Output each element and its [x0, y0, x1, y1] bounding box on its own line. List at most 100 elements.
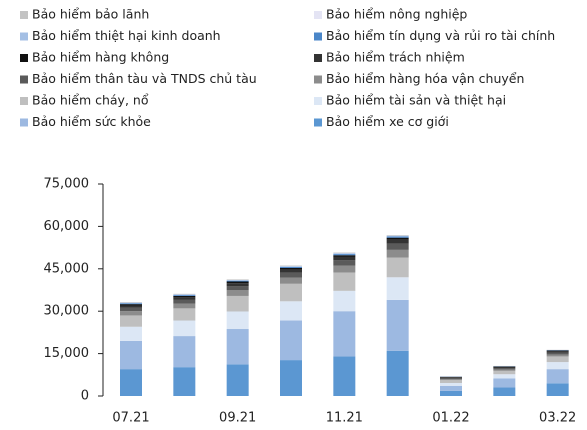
legend-label: Bảo hiểm bảo lãnh [32, 7, 149, 22]
legend-swatch [20, 11, 28, 19]
bar-segment [493, 369, 516, 371]
legend-label: Bảo hiểm nông nghiệp [326, 7, 467, 22]
bar-segment [280, 320, 302, 361]
x-tick-label: 03.22 [539, 411, 576, 426]
bar-segment [173, 297, 196, 300]
bar-segment [493, 370, 516, 375]
legend-label: Bảo hiểm tín dụng và rủi ro tài chính [326, 28, 555, 43]
x-tick-label: 11.21 [326, 411, 363, 426]
legend-label: Bảo hiểm thiệt hại kinh doanh [32, 28, 221, 43]
bar-segment [120, 369, 142, 396]
bar-segment [546, 383, 569, 396]
bar-segment [333, 252, 356, 254]
bar-segment [226, 281, 249, 284]
bar-segment [386, 350, 409, 396]
legend-swatch [20, 97, 28, 105]
bar-segment [120, 302, 142, 304]
bar-segment [226, 311, 249, 330]
bar-segment [440, 390, 462, 396]
y-tick-label: 30,000 [44, 304, 90, 319]
bar-segment [173, 367, 196, 396]
bar-segment [120, 315, 142, 327]
bar-segment [120, 311, 142, 316]
bar-segment [546, 362, 569, 370]
bar-segment [546, 369, 569, 384]
bar-segment [333, 254, 356, 256]
legend-label: Bảo hiểm hàng hóa vận chuyển [326, 71, 524, 86]
bar-segment [386, 236, 409, 238]
bar-segment [386, 249, 409, 258]
bar-segment [333, 253, 356, 255]
bar-segment [226, 280, 249, 281]
legend-swatch [314, 11, 322, 19]
bar-segment [226, 329, 249, 365]
legend-label: Bảo hiểm hàng không [32, 50, 169, 65]
bar-segment [226, 280, 249, 282]
bar-segment [226, 286, 249, 291]
bar-segment [226, 283, 249, 287]
bar-segment [280, 277, 302, 284]
bar-segment [120, 305, 142, 308]
bar-segment [493, 368, 516, 370]
legend-swatch [314, 97, 322, 105]
bar-segment [120, 304, 142, 306]
bar-segment [120, 303, 142, 305]
legend-label: Bảo hiểm thân tàu và TNDS chủ tàu [32, 71, 257, 86]
bar-segment [386, 235, 409, 237]
bar-segment [440, 382, 462, 386]
bar-segment [493, 366, 516, 369]
bar-segment [440, 385, 462, 391]
legend-swatch [314, 75, 322, 84]
x-tick-label: 09.21 [219, 411, 256, 426]
bar-segment [546, 350, 569, 352]
bar-segment [546, 356, 569, 363]
legend-swatch [20, 75, 28, 84]
bar-segment [280, 283, 302, 302]
bar-segment [280, 266, 302, 268]
bar-segment [173, 295, 196, 296]
bar-segment [386, 243, 409, 250]
y-tick-label: 75,000 [44, 177, 90, 192]
legend-label: Bảo hiểm tài sản và thiệt hại [326, 93, 506, 108]
x-tick-label: 01.22 [432, 411, 469, 426]
bar-segment [333, 272, 356, 291]
bar-segment [173, 303, 196, 309]
bar-segment [280, 301, 302, 321]
bar-segment [493, 378, 516, 388]
bar-segment [333, 311, 356, 357]
y-tick-label: 45,000 [44, 261, 90, 276]
bar-segment [333, 290, 356, 312]
legend-label: Bảo hiểm trách nhiệm [326, 50, 465, 65]
bar-segment [173, 294, 196, 296]
bar-segment [493, 387, 516, 396]
y-tick-label: 0 [81, 389, 89, 404]
legend-swatch [314, 118, 322, 127]
bar-segment [226, 295, 249, 312]
bar-segment [386, 237, 409, 240]
bar-segment [440, 377, 462, 378]
legend-label: Bảo hiểm sức khỏe [32, 114, 151, 129]
bar-segment [493, 374, 516, 379]
bar-segment [280, 265, 302, 267]
bar-segment [280, 272, 302, 278]
bar-segment [440, 377, 462, 380]
bar-segment [386, 235, 409, 236]
bar-segment [280, 267, 302, 270]
bar-segment [440, 379, 462, 381]
bar-segment [546, 354, 569, 357]
bar-segment [226, 290, 249, 296]
bar-segment [333, 255, 356, 257]
bar-segment [173, 293, 196, 295]
legend-swatch [20, 32, 28, 41]
bar-segment [173, 336, 196, 368]
y-tick-label: 15,000 [44, 346, 90, 361]
bar-segment [173, 295, 196, 298]
legend-label: Bảo hiểm cháy, nổ [32, 93, 149, 108]
bar-segment [386, 239, 409, 244]
bar-segment [173, 299, 196, 304]
bar-segment [546, 352, 569, 355]
legend-swatch [20, 118, 28, 127]
legend-swatch [314, 32, 322, 41]
bar-segment [173, 320, 196, 337]
